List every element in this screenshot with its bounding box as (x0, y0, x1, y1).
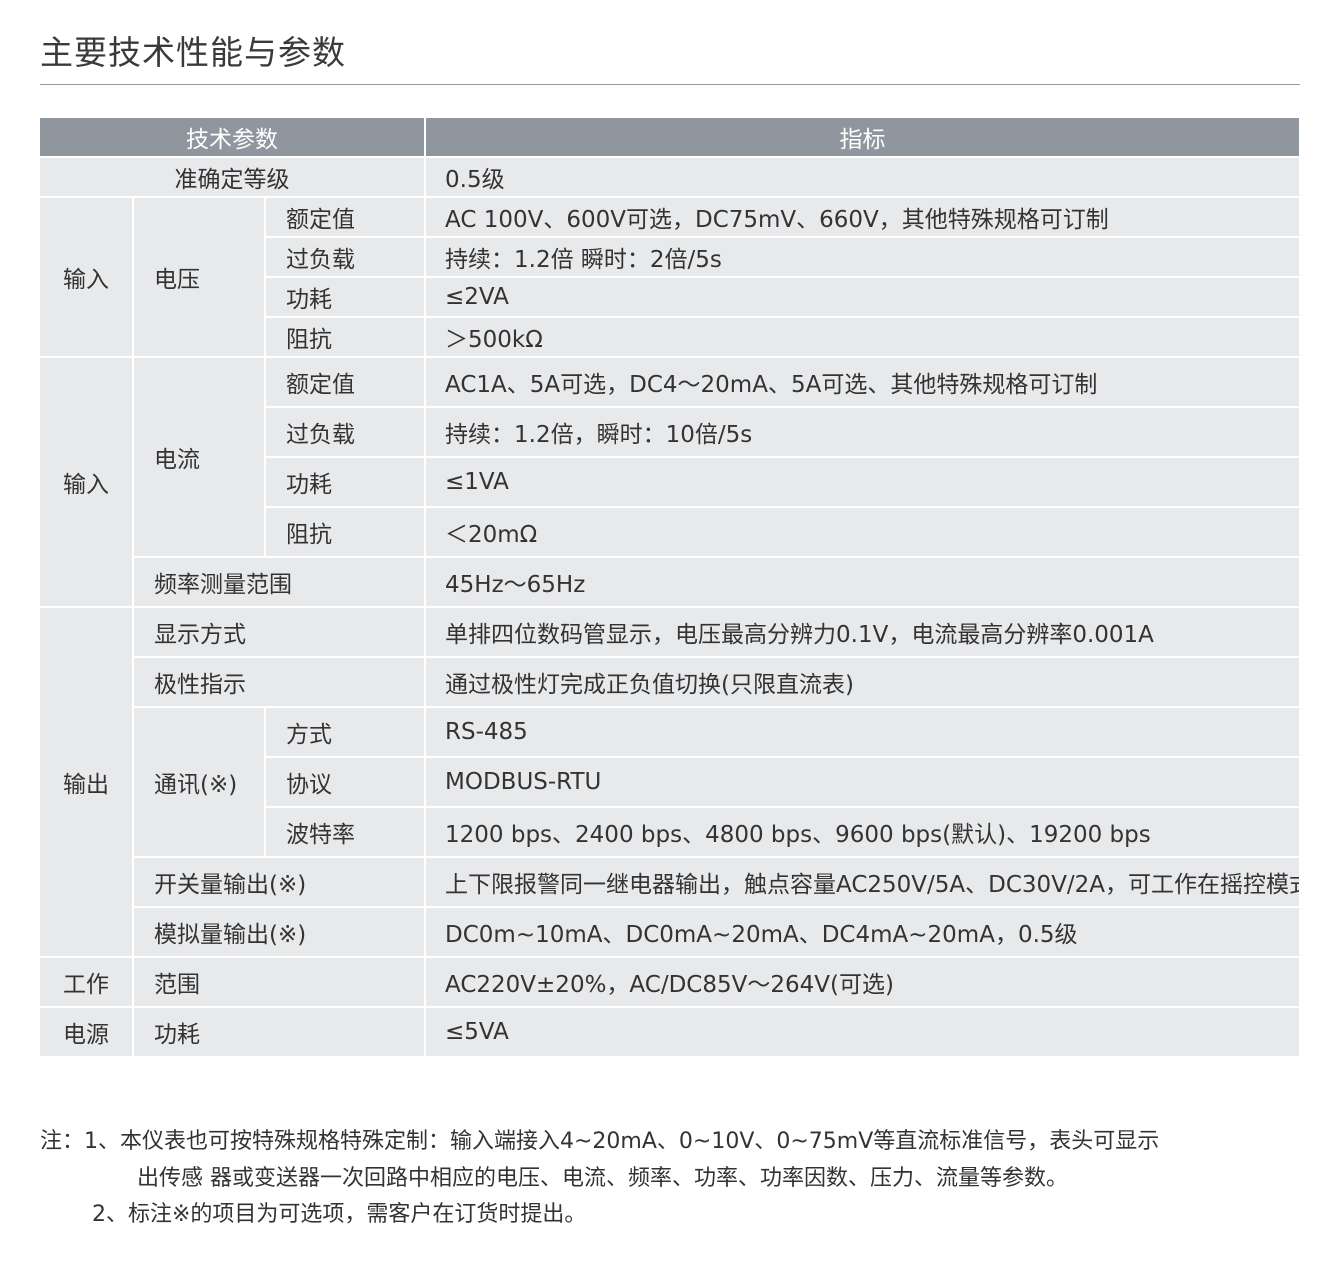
row-label: 显示方式 (131, 606, 427, 658)
note-2-text: 标注※的项目为可选项，需客户在订货时提出。 (128, 1202, 587, 1227)
note-1-text: 本仪表也可按特殊规格特殊定制：输入端接入4~20mA、0~10V、0~75mV等… (120, 1129, 1160, 1154)
table-row: 极性指示 通过极性灯完成正负值切换(只限直流表) (39, 656, 1301, 708)
row-value: ≤5VA (424, 1006, 1301, 1058)
row-label: 准确定等级 (37, 156, 427, 198)
row-value: AC 100V、600V可选，DC75mV、660V，其他特殊规格可订制 (424, 196, 1301, 238)
group-label: 工作 (38, 956, 134, 1008)
table-row: 输出 显示方式 单排四位数码管显示，电压最高分辨力0.1V，电流最高分辨率0.0… (38, 606, 1301, 958)
group-label: 电源 (38, 1006, 134, 1058)
group-label: 输入 (38, 356, 134, 608)
row-value: 45Hz～65Hz (424, 556, 1301, 608)
row-label: 方式 (263, 706, 427, 758)
table-row: 协议 MODBUS-RTU (39, 756, 1301, 808)
table-row: 过负载 持续：1.2倍 瞬时：2倍/5s (39, 236, 1301, 278)
row-label: 频率测量范围 (131, 556, 427, 608)
row-value: ≤1VA (424, 456, 1301, 508)
table-row: 模拟量输出(※) DC0m~10mA、DC0mA~20mA、DC4mA~20mA… (39, 906, 1301, 958)
row-label: 范围 (131, 956, 427, 1008)
table-row: 通讯(※) 方式 RS-485 (39, 706, 1301, 858)
group-label: 输出 (38, 606, 134, 958)
row-value: ≤2VA (424, 276, 1301, 318)
table-row: 过负载 持续：1.2倍，瞬时：10倍/5s (39, 406, 1301, 458)
row-value: 单排四位数码管显示，电压最高分辨力0.1V，电流最高分辨率0.001A (424, 606, 1301, 658)
table-row: 工作 范围 AC220V±20%，AC/DC85V～264V(可选) (38, 956, 1301, 1008)
row-label: 波特率 (263, 806, 427, 858)
note-1-continued: 出传感 器或变送器一次回路中相应的电压、电流、频率、功率、功率因数、压力、流量等… (137, 1165, 1068, 1191)
row-value: 上下限报警同一继电器输出，触点容量AC250V/5A、DC30V/2A，可工作在… (424, 856, 1301, 908)
row-value: 0.5级 (424, 156, 1301, 198)
row-value: RS-485 (424, 706, 1301, 758)
row-label: 模拟量输出(※) (131, 906, 427, 958)
row-value: MODBUS-RTU (424, 756, 1301, 808)
row-label: 开关量输出(※) (131, 856, 427, 908)
title-divider (40, 84, 1300, 85)
table-row: 开关量输出(※) 上下限报警同一继电器输出，触点容量AC250V/5A、DC30… (39, 856, 1301, 908)
table-header-row: 技术参数 指标 (37, 116, 1301, 158)
notes: 注：1、本仪表也可按特殊规格特殊定制：输入端接入4~20mA、0~10V、0~7… (40, 1124, 1159, 1234)
row-value: AC220V±20%，AC/DC85V～264V(可选) (424, 956, 1301, 1008)
row-value: 持续：1.2倍 瞬时：2倍/5s (424, 236, 1301, 278)
spec-table: 技术参数 指标 准确定等级 0.5级 输入 电压 额定值 AC 100V、600… (37, 116, 1301, 1058)
group-label: 输入 (38, 196, 134, 358)
row-label: 阻抗 (263, 506, 427, 558)
row-label: 功耗 (263, 456, 427, 508)
row-label: 过负载 (263, 236, 427, 278)
table-row: 输入 电流 额定值 AC1A、5A可选，DC4～20mA、5A可选、其他特殊规格… (38, 356, 1301, 608)
table-row: 准确定等级 0.5级 (37, 156, 1301, 198)
row-value: 1200 bps、2400 bps、4800 bps、9600 bps(默认)、… (424, 806, 1301, 858)
row-value: AC1A、5A可选，DC4～20mA、5A可选、其他特殊规格可订制 (424, 356, 1301, 408)
row-label: 功耗 (263, 276, 427, 318)
row-value: 通过极性灯完成正负值切换(只限直流表) (424, 656, 1301, 708)
note-1: 注：1、本仪表也可按特殊规格特殊定制：输入端接入4~20mA、0~10V、0~7… (40, 1124, 1159, 1161)
sub-group-label: 电压 (132, 196, 266, 358)
note-2: 2、标注※的项目为可选项，需客户在订货时提出。 (40, 1197, 1159, 1234)
table-row: 阻抗 ＜20mΩ (39, 506, 1301, 558)
row-label: 额定值 (263, 356, 427, 408)
row-label: 过负载 (263, 406, 427, 458)
table-row: 频率测量范围 45Hz～65Hz (39, 556, 1301, 608)
table-row: 阻抗 ＞500kΩ (39, 316, 1301, 358)
table-row: 输入 电压 额定值 AC 100V、600V可选，DC75mV、660V，其他特… (38, 196, 1301, 358)
row-label: 协议 (263, 756, 427, 808)
page-title: 主要技术性能与参数 (40, 33, 346, 72)
row-label: 功耗 (131, 1006, 427, 1058)
row-label: 阻抗 (263, 316, 427, 358)
row-label: 极性指示 (131, 656, 427, 708)
row-value: ＞500kΩ (424, 316, 1301, 358)
row-value: DC0m~10mA、DC0mA~20mA、DC4mA~20mA，0.5级 (424, 906, 1301, 958)
row-value: 持续：1.2倍，瞬时：10倍/5s (424, 406, 1301, 458)
row-label: 额定值 (263, 196, 427, 238)
table-row: 功耗 ≤1VA (39, 456, 1301, 508)
table-row: 波特率 1200 bps、2400 bps、4800 bps、9600 bps(… (39, 806, 1301, 858)
table-row: 功耗 ≤2VA (39, 276, 1301, 318)
sub-group-label: 通讯(※) (132, 706, 266, 858)
header-spec: 指标 (424, 116, 1301, 158)
note-2-prefix: 2、 (92, 1202, 128, 1227)
sub-group-label: 电流 (132, 356, 266, 558)
row-value: ＜20mΩ (424, 506, 1301, 558)
table-row: 电源 功耗 ≤5VA (38, 1006, 1301, 1058)
header-param: 技术参数 (37, 116, 427, 158)
note-prefix: 注：1、 (40, 1129, 120, 1154)
